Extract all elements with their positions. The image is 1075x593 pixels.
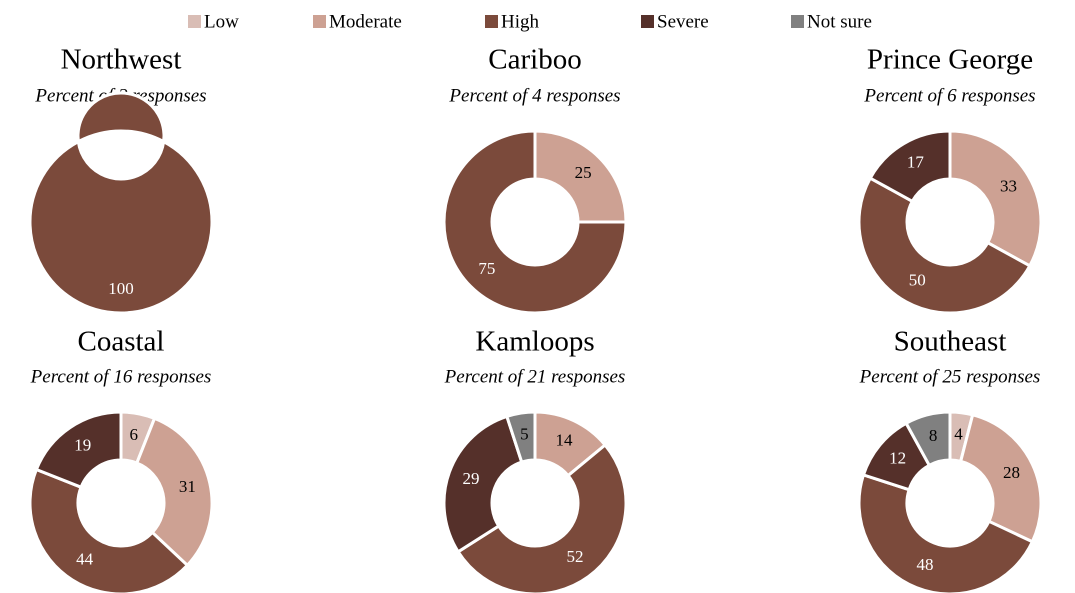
data-label: 75 [478,259,495,278]
legend-label: Low [204,11,239,32]
data-label: 19 [74,436,91,455]
legend-swatch [313,15,326,28]
legend-swatch [188,15,201,28]
data-label: 28 [1003,463,1020,482]
donut-slice [948,129,1043,268]
data-label: 48 [916,555,933,574]
chart-subtitle: Percent of 25 responses [859,366,1041,387]
donut-slice [28,91,214,315]
legend-swatch [641,15,654,28]
donut-slice [442,414,524,554]
chart-title: Northwest [61,44,182,76]
donut-slice [958,413,1043,544]
donut-slice [868,129,952,204]
data-label: 100 [108,279,134,298]
donut-slice [857,176,1032,315]
data-label: 17 [907,152,925,171]
data-label: 6 [129,425,138,444]
data-label: 12 [889,449,906,468]
donut-slice [456,442,628,593]
donut-slice [533,129,628,224]
data-label: 29 [463,469,480,488]
donut-slice [504,410,537,464]
data-label: 31 [179,477,196,496]
legend-label: Moderate [329,11,402,32]
data-label: 33 [1000,176,1017,195]
legend-swatch [791,15,804,28]
donut-slice [442,129,628,315]
donut-slice [904,410,952,468]
chart-title: Southeast [894,326,1007,358]
data-label: 44 [76,549,94,568]
chart-title: Cariboo [488,44,581,76]
data-label: 25 [575,163,592,182]
chart-subtitle: Percent of 6 responses [863,85,1035,106]
data-label: 52 [566,547,583,566]
legend-label: Not sure [807,11,872,32]
chart-subtitle: Percent of 21 responses [444,366,626,387]
legend-label: Severe [657,11,709,32]
chart-title: Coastal [78,326,165,358]
donut-slice [28,467,190,593]
data-label: 5 [520,425,529,444]
data-label: 50 [909,270,926,289]
donut-slice [134,416,214,568]
chart-title: Kamloops [475,326,594,358]
legend-swatch [485,15,498,28]
chart-subtitle: Percent of 4 responses [448,85,620,106]
data-label: 8 [929,426,938,445]
donut-slice [857,472,1035,593]
donut-slice [34,410,123,490]
legend-label: High [501,11,540,32]
chart-title: Prince George [867,44,1033,76]
chart-subtitle: Percent of 16 responses [30,366,212,387]
data-label: 4 [954,424,963,443]
data-label: 14 [555,430,573,449]
